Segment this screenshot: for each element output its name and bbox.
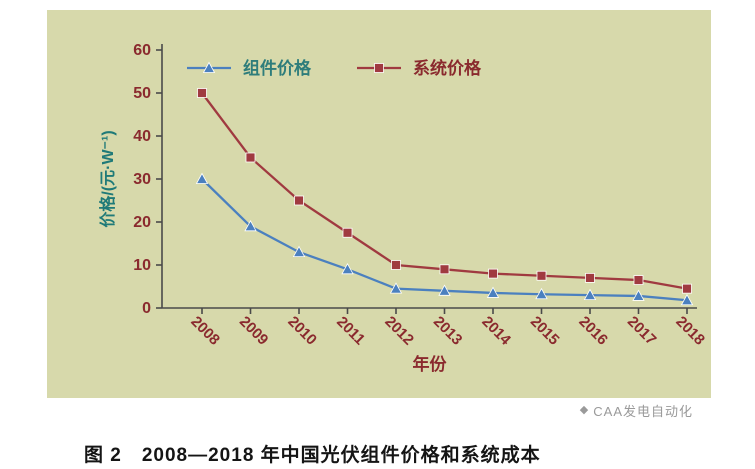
x-tick-label: 2009 <box>236 313 272 349</box>
series-line-module-price <box>201 178 688 302</box>
x-tick-label: 2010 <box>284 313 320 349</box>
figure-caption: 图 2 2008—2018 年中国光伏组件价格和系统成本 <box>84 445 541 466</box>
triangle-marker <box>680 293 694 306</box>
x-tick-label: 2015 <box>527 313 563 349</box>
triangle-marker <box>195 172 209 184</box>
price-chart: 0 10 20 30 40 50 60 2008 2009 2010 2011 2012 2013 201… <box>98 42 708 374</box>
chart-panel: 0 10 20 30 40 50 60 2008 2009 2010 2011 2012 2013 201… <box>47 10 711 398</box>
y-tick-label: 50 <box>133 85 151 102</box>
series-line-system-price <box>201 92 688 290</box>
square-marker <box>197 88 207 98</box>
triangle-marker <box>632 289 645 301</box>
y-tick-label: 40 <box>133 128 151 145</box>
square-marker <box>374 63 384 73</box>
square-marker <box>536 270 547 281</box>
square-marker <box>488 268 498 279</box>
axes <box>156 44 697 314</box>
caa-logo-icon: ◆ <box>579 404 590 416</box>
x-tick-label: 2011 <box>333 313 368 348</box>
x-tick-label: 2014 <box>478 313 514 349</box>
x-tick-label: 2016 <box>575 313 611 349</box>
triangle-marker <box>389 282 403 294</box>
triangle-marker <box>535 287 548 300</box>
x-tick-label: 2008 <box>187 313 223 349</box>
square-marker <box>682 283 692 294</box>
square-marker <box>294 195 304 206</box>
watermark: ◆ CAA发电自动化 <box>580 401 693 420</box>
square-marker <box>585 272 595 283</box>
square-marker <box>439 264 450 275</box>
square-marker <box>245 152 256 163</box>
y-tick-label: 10 <box>133 257 151 274</box>
x-tick-label: 2013 <box>430 313 466 349</box>
legend-label: 组件价格 <box>243 58 312 78</box>
y-tick-label: 0 <box>142 300 151 317</box>
y-tick-label: 60 <box>133 42 151 59</box>
x-tick-label: 2018 <box>672 313 708 349</box>
triangle-marker <box>486 286 500 298</box>
y-tick-label: 20 <box>133 214 151 231</box>
triangle-marker <box>292 245 306 257</box>
legend-label: 系统价格 <box>413 58 482 78</box>
x-axis-title: 年份 <box>413 354 448 374</box>
triangle-marker <box>244 219 257 232</box>
y-tick-label: 30 <box>133 171 151 188</box>
square-marker <box>342 227 353 238</box>
x-tick-label: 2017 <box>624 313 660 349</box>
triangle-marker <box>438 284 451 296</box>
y-axis-title: 价格/(元·W⁻¹) <box>98 130 117 227</box>
triangle-marker <box>341 262 354 275</box>
watermark-text: CAA发电自动化 <box>593 404 693 419</box>
x-tick-label: 2012 <box>381 313 417 349</box>
triangle-marker <box>583 288 597 300</box>
triangle-marker <box>202 61 216 73</box>
square-marker <box>391 260 401 270</box>
square-marker <box>633 275 644 285</box>
